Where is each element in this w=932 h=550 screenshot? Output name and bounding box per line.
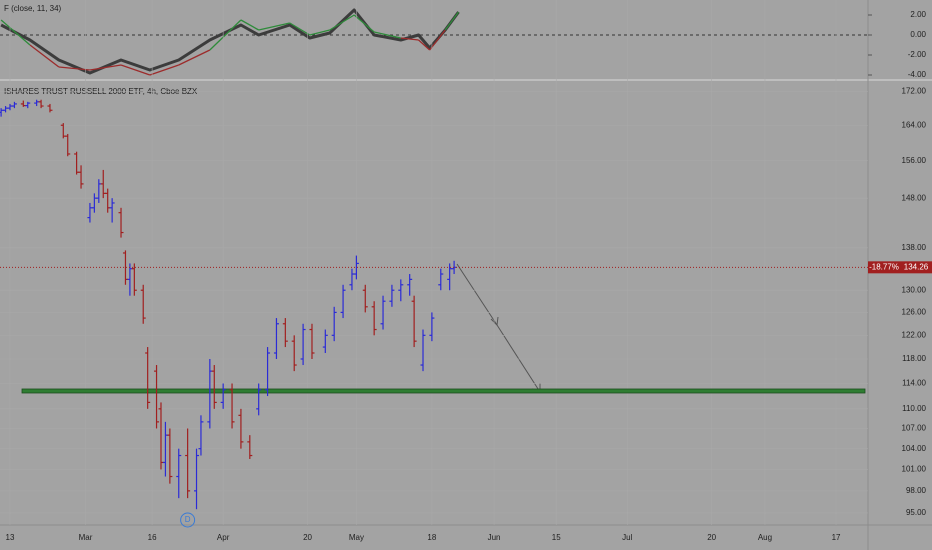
oscillator-line	[0, 8, 460, 75]
arrow-head	[490, 316, 499, 327]
x-tick-label: 17	[832, 533, 841, 542]
change-label: -18.77%	[869, 262, 899, 271]
x-tick-label: Jul	[622, 533, 632, 542]
price-box	[900, 261, 932, 274]
x-tick-label: 13	[6, 533, 15, 542]
signal-segment	[289, 22, 311, 36]
y-tick-label: 98.00	[906, 486, 927, 495]
oscillator-title: F (close, 11, 34)	[4, 4, 62, 13]
x-tick-label: Aug	[758, 533, 772, 542]
y-tick-label: 164.00	[902, 120, 927, 129]
signal-segment	[418, 39, 431, 51]
y-tick-label: 0.00	[910, 30, 926, 39]
signal-segment	[149, 64, 179, 76]
y-tick-label: 126.00	[902, 308, 927, 317]
y-tick-label: -4.00	[908, 70, 927, 79]
signal-segment	[209, 19, 242, 51]
signal-segment	[58, 66, 90, 71]
y-tick-label: 95.00	[906, 508, 927, 517]
x-tick-label: Apr	[217, 533, 230, 542]
x-tick-label: May	[349, 533, 364, 542]
signal-segment	[353, 14, 375, 33]
x-tick-label: 18	[427, 533, 436, 542]
signal-segment	[178, 49, 211, 66]
y-tick-label: 130.00	[902, 285, 927, 294]
signal-segment	[444, 11, 460, 31]
signal-segment	[258, 22, 290, 31]
y-tick-label: 172.00	[902, 87, 927, 96]
y-tick-label: 118.00	[902, 354, 926, 363]
signal-segment	[429, 29, 446, 51]
signal-segment	[400, 37, 419, 41]
dividend-icon	[180, 512, 196, 528]
x-tick-label: Jun	[488, 533, 501, 542]
dividend-label: D	[185, 515, 191, 524]
price-label: 134.26	[904, 262, 929, 271]
signal-segment	[240, 19, 260, 31]
y-tick-label: 101.00	[902, 465, 927, 474]
y-tick-label: 156.00	[902, 156, 927, 165]
y-tick-label: 107.00	[902, 424, 927, 433]
y-tick-label: -2.00	[908, 50, 927, 59]
x-tick-label: 20	[707, 533, 716, 542]
y-tick-label: 2.00	[910, 10, 926, 19]
y-tick-label: 110.00	[902, 404, 926, 413]
support-level	[21, 388, 866, 394]
y-tick-label: 114.00	[902, 379, 926, 388]
signal-segment	[120, 64, 151, 76]
signal-segment	[309, 29, 330, 36]
signal-segment	[0, 19, 31, 46]
x-tick-label: 20	[303, 533, 312, 542]
change-box	[868, 261, 900, 274]
x-tick-label: 15	[552, 533, 561, 542]
y-tick-label: 104.00	[902, 444, 927, 453]
y-tick-label: 148.00	[902, 193, 927, 202]
y-tick-label: 138.00	[902, 243, 927, 252]
signal-segment	[329, 14, 355, 31]
signal-segment	[374, 31, 401, 39]
signal-segment	[89, 64, 122, 71]
signal-segment	[29, 44, 60, 68]
y-tick-label: 122.00	[902, 330, 927, 339]
x-tick-label: Mar	[79, 533, 93, 542]
x-tick-label: 16	[148, 533, 157, 542]
